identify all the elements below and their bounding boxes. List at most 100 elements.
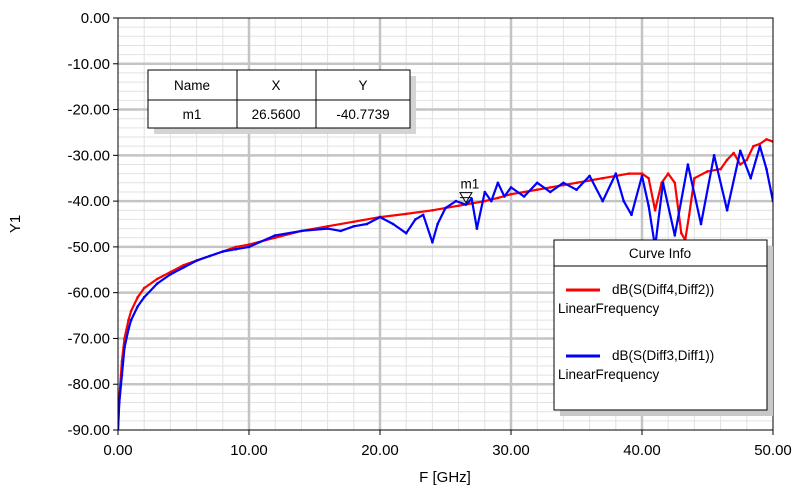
series-0-point [719,167,722,171]
y-axis-ticks: 0.00 -10.00 -20.00 -30.00 -40.00 -50.00 -60.00… [67,10,118,439]
series-1-point [182,266,185,269]
y-tick-label: -10.00 [67,56,110,73]
marker-m1[interactable]: m1 [459,177,479,204]
series-0-point [752,144,755,148]
series-0-point [352,220,356,223]
series-1-point [247,245,251,249]
y-tick-label: -90.00 [67,422,110,439]
series-0-point [739,163,742,166]
series-0-point [687,213,691,217]
y-tick-label: -50.00 [67,239,110,256]
series-0-point [732,151,735,155]
x-tick-label: 30.00 [492,442,530,459]
series-0-point [273,236,277,239]
series-0-point [234,245,238,249]
series-1-point [490,199,493,203]
legend: Curve Info dB(S(Diff4,Diff2)) LinearFreq… [553,239,773,416]
series-1-point [234,247,238,251]
series-1-point [765,167,768,171]
series-1-point [339,229,343,233]
series-0-point [496,196,500,200]
series-1-point [686,163,690,166]
series-1-point [673,234,677,237]
series-0-point [666,172,670,175]
series-1-point [156,282,159,285]
series-0-point [588,179,591,182]
legend-sub-series-0: LinearFrequency [558,301,660,316]
series-0-point [640,172,644,175]
series-1-point [562,181,565,185]
series-1-point [503,195,506,198]
y-tick-label: -80.00 [67,376,110,393]
series-0-point [156,277,159,281]
series-1-point [123,346,126,349]
series-1-point [509,186,513,189]
series-1-point [326,227,329,230]
series-1-point [483,190,487,194]
series-1-point [195,259,198,262]
series-0-point [142,286,146,290]
x-tick-label: 0.00 [103,442,132,459]
series-1-point [365,222,369,226]
series-1-point [120,373,124,377]
legend-sub-series-1: LinearFrequency [558,367,660,382]
series-1-point [496,181,500,185]
series-1-point [404,231,408,235]
series-1-point [712,154,716,157]
series-0-point [601,176,604,180]
series-1-point [464,203,468,206]
series-1-point [431,241,434,244]
series-1-point [749,176,752,180]
series-1-point [739,149,742,153]
y-axis-label: Y1 [7,215,24,233]
series-1-point [614,172,618,175]
legend-title: Curve Info [629,246,691,261]
y-tick-label: -30.00 [67,147,110,164]
series-0-point [627,172,631,175]
series-1-point [136,305,139,308]
series-1-point [535,181,539,185]
series-1-point [622,199,625,203]
series-0-point [745,158,749,162]
series-0-point [693,176,696,180]
marker-table-cell-name: m1 [183,107,202,122]
x-tick-label: 10.00 [230,442,268,459]
marker-table-header-x: X [271,78,280,93]
series-1-point [142,295,146,299]
series-0-point [129,309,133,313]
x-axis-label: F [GHz] [419,469,471,486]
series-1-point [601,199,604,203]
series-1-point [436,222,439,226]
series-1-point [273,234,277,237]
x-tick-label: 50.00 [754,442,792,459]
series-1-point [725,209,729,212]
legend-label-series-0: dB(S(Diff4,Diff2)) [612,282,714,297]
series-0-point [706,170,709,173]
series-0-point [169,270,172,274]
series-0-point [647,176,650,180]
series-1-point [699,222,703,226]
series-1-point [208,254,211,258]
series-0-point [127,318,130,322]
legend-label-series-1: dB(S(Diff3,Diff1)) [612,348,714,363]
marker-table-header-y: Y [358,78,367,93]
series-0-point [136,295,139,299]
series-1-point [118,401,121,404]
series-1-point [575,188,578,191]
y-tick-label: 0.00 [81,10,110,27]
x-axis-ticks: 0.00 10.00 20.00 30.00 40.00 50.00 [103,430,792,459]
series-0-point [326,225,329,228]
series-1-point [352,225,356,228]
series-0-point [725,158,729,162]
series-1-point [647,204,650,207]
series-1-point [475,227,479,230]
series-1-point [421,213,425,217]
y-tick-label: -60.00 [67,285,110,302]
series-1-point [414,218,417,221]
series-0-point [431,209,434,212]
series-1-point [588,174,591,178]
series-1-point [444,206,447,210]
series-0-point [247,243,251,246]
marker-table-cell-x: 26.5600 [252,107,301,122]
